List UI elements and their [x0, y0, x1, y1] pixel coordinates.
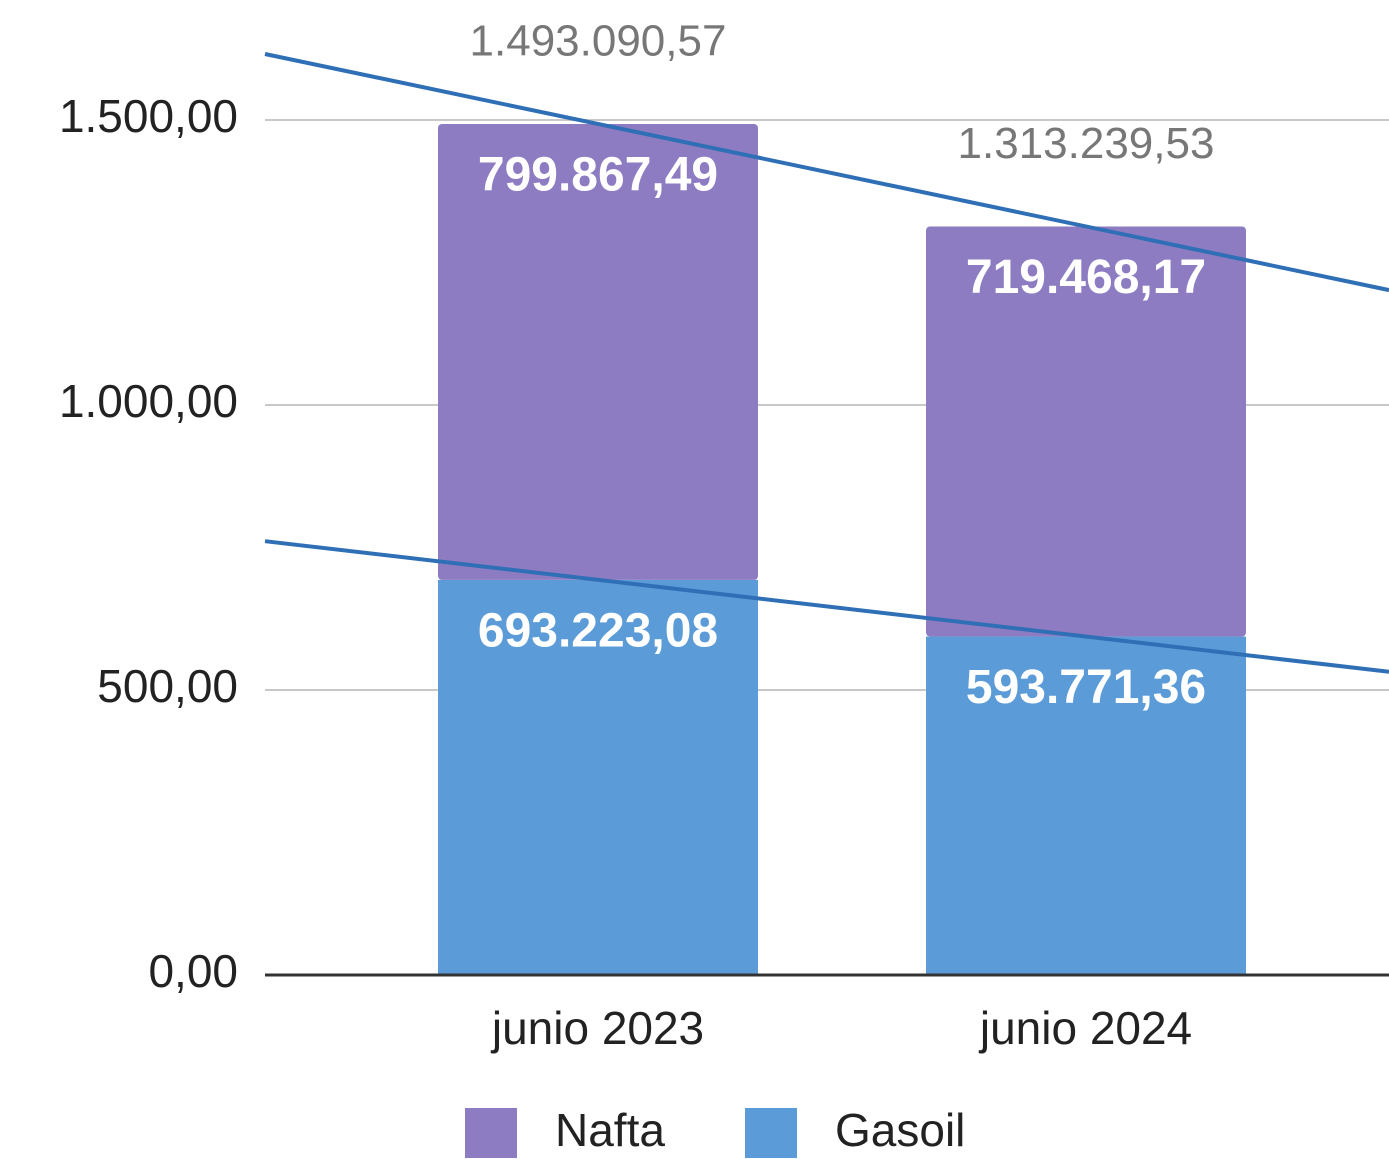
x-tick-label: junio 2024 [978, 1002, 1192, 1054]
total-label: 1.313.239,53 [958, 119, 1215, 168]
legend-label: Gasoil [835, 1104, 965, 1156]
bar-segment [926, 636, 1246, 975]
y-tick-label: 1.500,00 [59, 90, 238, 142]
x-tick-label: junio 2023 [490, 1002, 704, 1054]
bar-segment [438, 123, 758, 580]
data-label: 719.468,17 [966, 251, 1206, 304]
bar-segment [926, 226, 1246, 637]
legend-swatch [465, 1108, 517, 1158]
data-label: 693.223,08 [478, 605, 718, 658]
bar-segment [438, 579, 758, 975]
y-tick-label: 0,00 [148, 945, 238, 997]
legend-swatch [745, 1108, 797, 1158]
y-tick-label: 500,00 [97, 660, 238, 712]
trendline [264, 52, 1389, 293]
data-label: 799.867,49 [478, 149, 718, 202]
data-label: 593.771,36 [966, 661, 1206, 714]
legend-label: Nafta [555, 1104, 665, 1156]
y-tick-label: 1.000,00 [59, 375, 238, 427]
trendline [264, 539, 1389, 674]
total-label: 1.493.090,57 [470, 17, 727, 66]
